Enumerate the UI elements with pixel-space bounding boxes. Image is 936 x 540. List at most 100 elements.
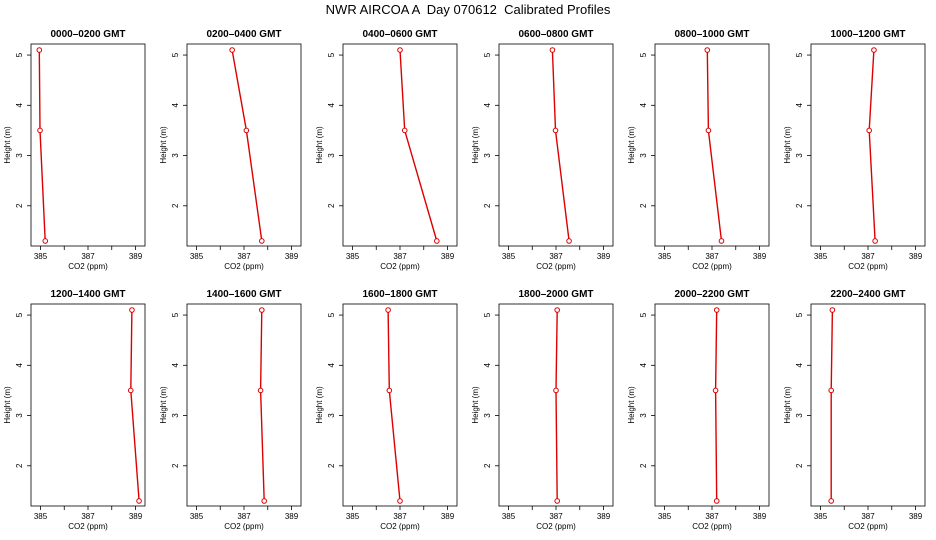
y-tick-label: 4	[795, 363, 804, 368]
x-tick-label: 387	[861, 252, 875, 261]
data-point	[127, 387, 134, 394]
x-axis-label: CO2 (ppm)	[536, 262, 576, 271]
y-tick-label: 5	[795, 52, 804, 57]
plot-frame	[30, 43, 146, 247]
y-axis-label: Height (m)	[3, 386, 12, 424]
y-tick-label: 3	[171, 413, 180, 418]
y-tick-label: 2	[171, 203, 180, 208]
x-tick-label: 385	[502, 512, 516, 521]
y-tick-label: 3	[639, 413, 648, 418]
data-point	[554, 307, 560, 313]
x-tick-label: 389	[129, 512, 143, 521]
x-tick-label: 389	[597, 252, 611, 261]
data-point	[704, 47, 711, 53]
y-tick-label: 5	[171, 52, 180, 57]
x-tick-label: 385	[34, 252, 48, 261]
data-point	[872, 238, 878, 244]
plot-frame	[186, 43, 302, 247]
y-tick-label: 4	[171, 103, 180, 108]
data-point	[553, 387, 559, 394]
data-point	[554, 498, 560, 504]
panel-6: 1000–1200 GMT 385 387 389 CO2 (ppm) 2 3 4 5 Heigh…	[783, 29, 926, 271]
plot-frame	[654, 303, 770, 507]
x-tick-label: 387	[393, 512, 407, 521]
data-point	[718, 238, 725, 244]
data-point	[37, 127, 43, 134]
x-tick-label: 387	[549, 252, 563, 261]
data-point	[871, 47, 877, 53]
x-axis-label: CO2 (ppm)	[692, 262, 732, 271]
x-tick-label: 387	[861, 512, 875, 521]
y-axis-label: Height (m)	[627, 386, 636, 424]
data-point	[705, 127, 712, 134]
y-axis-label: Height (m)	[471, 126, 480, 164]
panel-1: 0000–0200 GMT 385 387 389 CO2 (ppm) 2 3 4 5 Heigh…	[3, 29, 146, 271]
panel-12: 2200–2400 GMT 385 387 389 CO2 (ppm) 2 3 4 5 Heigh…	[783, 289, 926, 531]
y-axis-label: Height (m)	[471, 386, 480, 424]
panel-title: 0800–1000 GMT	[674, 29, 749, 40]
y-tick-label: 2	[483, 203, 492, 208]
x-tick-label: 387	[705, 512, 719, 521]
data-point	[259, 307, 265, 313]
y-tick-label: 3	[483, 153, 492, 158]
x-axis-label: CO2 (ppm)	[380, 262, 420, 271]
x-tick-label: 387	[237, 512, 251, 521]
x-tick-label: 385	[502, 252, 516, 261]
profile-line	[830, 309, 834, 501]
y-tick-label: 4	[15, 363, 24, 368]
y-tick-label: 4	[327, 363, 336, 368]
data-point	[386, 387, 393, 394]
profile-line	[387, 309, 401, 502]
y-tick-label: 4	[639, 103, 648, 108]
panel-11: 2000–2200 GMT 385 387 389 CO2 (ppm) 2 3 4 5 Heigh…	[627, 289, 770, 531]
profile-line	[399, 49, 438, 242]
data-point	[42, 238, 49, 244]
plot-frame	[810, 43, 926, 247]
y-tick-label: 2	[327, 203, 336, 208]
data-point	[401, 127, 408, 134]
profile-line	[555, 309, 558, 502]
y-tick-label: 4	[639, 363, 648, 368]
y-tick-label: 2	[483, 463, 492, 468]
panel-10: 1800–2000 GMT 385 387 389 CO2 (ppm) 2 3 4 5 Heigh…	[471, 289, 614, 531]
y-tick-label: 4	[15, 103, 24, 108]
y-axis-label: Height (m)	[3, 126, 12, 164]
y-tick-label: 2	[795, 463, 804, 468]
data-point	[36, 47, 43, 53]
y-tick-label: 5	[483, 312, 492, 317]
panel-8: 1400–1600 GMT 385 387 389 CO2 (ppm) 2 3 4 5 Heigh…	[159, 289, 302, 531]
data-point	[713, 498, 720, 504]
y-tick-label: 3	[483, 413, 492, 418]
y-axis-label: Height (m)	[627, 126, 636, 164]
y-tick-label: 5	[15, 312, 24, 317]
y-tick-label: 3	[795, 153, 804, 158]
data-point	[397, 47, 403, 53]
panel-title: 1200–1400 GMT	[50, 289, 125, 300]
y-tick-label: 5	[327, 52, 336, 57]
profile-line	[706, 49, 723, 242]
y-tick-label: 2	[327, 463, 336, 468]
plot-frame	[654, 43, 770, 247]
plot-frame	[342, 303, 458, 507]
profile-line	[868, 49, 876, 242]
data-point	[257, 387, 264, 394]
data-point	[129, 307, 135, 313]
y-axis-label: Height (m)	[159, 126, 168, 164]
x-tick-label: 387	[81, 512, 95, 521]
y-tick-label: 4	[171, 363, 180, 368]
y-axis-label: Height (m)	[159, 386, 168, 424]
x-tick-label: 385	[346, 252, 360, 261]
data-point	[243, 127, 250, 134]
panel-title: 1400–1600 GMT	[206, 289, 281, 300]
x-axis-label: CO2 (ppm)	[380, 522, 420, 531]
page-title: NWR AIRCOA A Day 070612 Calibrated Profi…	[325, 2, 611, 17]
y-tick-label: 5	[639, 312, 648, 317]
x-axis-label: CO2 (ppm)	[536, 522, 576, 531]
x-axis-label: CO2 (ppm)	[224, 522, 264, 531]
y-tick-label: 2	[639, 463, 648, 468]
data-point	[229, 47, 235, 53]
y-tick-label: 5	[15, 52, 24, 57]
y-tick-label: 2	[15, 463, 24, 468]
panel-title: 1000–1200 GMT	[830, 29, 905, 40]
y-tick-label: 2	[639, 203, 648, 208]
